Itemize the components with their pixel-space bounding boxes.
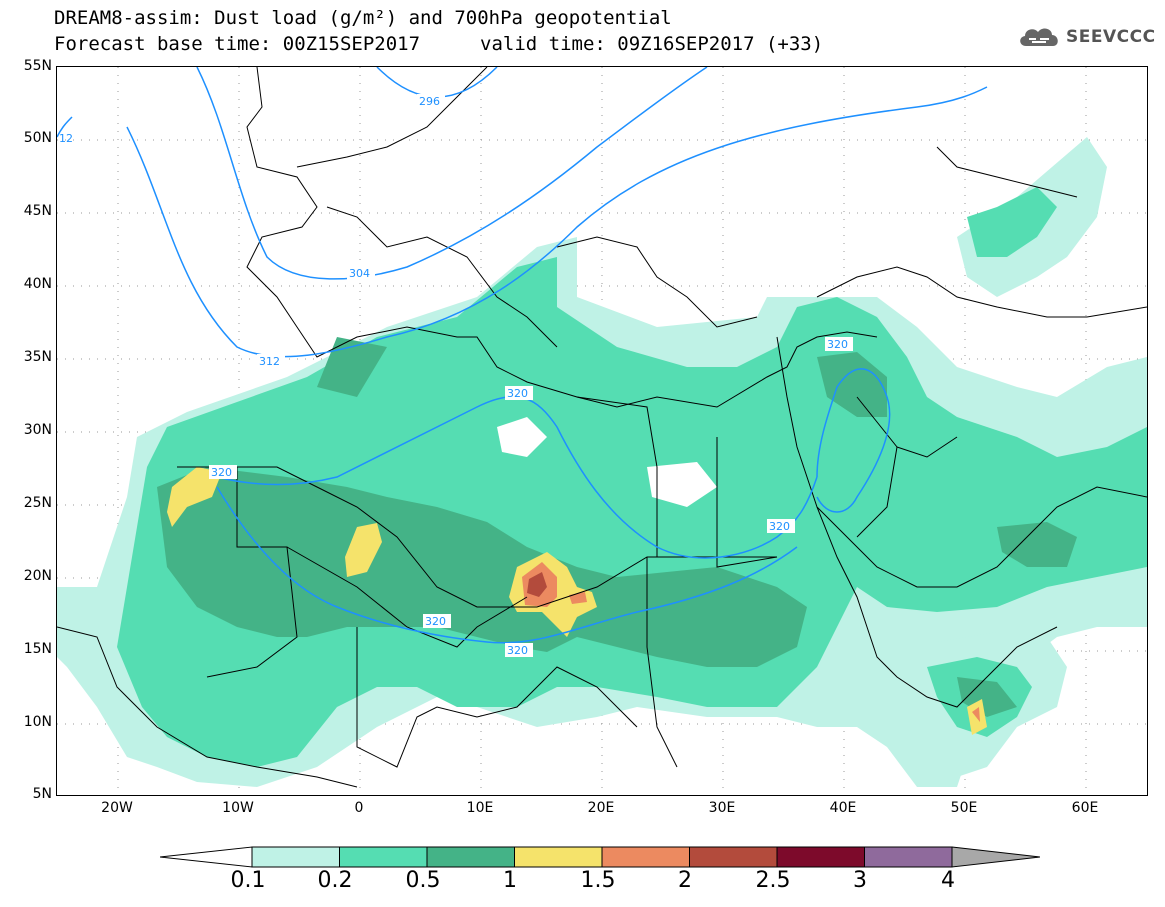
colorbar-label: 3: [853, 868, 867, 893]
map-panel: 296 304 312 320 320 320 320 320 320 12: [56, 66, 1148, 796]
valid-time: valid time: 09Z16SEP2017 (+33): [480, 33, 824, 55]
colorbar-label: 0.1: [230, 868, 266, 893]
forecast-base-time: Forecast base time: 00Z15SEP2017: [54, 33, 421, 55]
lon-label: 0: [354, 800, 364, 816]
contour-label: 296: [419, 95, 440, 108]
contour-320-south: [216, 486, 798, 644]
lat-label: 35N: [23, 349, 52, 365]
lon-label: 40E: [829, 800, 857, 816]
contour-312: [126, 86, 988, 358]
dust-map: 296 304 312 320 320 320 320 320 320 12: [57, 67, 1147, 795]
contour-320-north: [216, 395, 818, 559]
colorbar-label: 2.5: [755, 868, 791, 893]
colorbar-under-triangle: [160, 846, 253, 868]
colorbar-box: [514, 846, 603, 868]
lon-label: 60E: [1071, 800, 1099, 816]
contour-label: 320: [507, 387, 528, 400]
contour-label: 320: [827, 338, 848, 351]
colorbar-box: [864, 846, 953, 868]
lat-label: 20N: [23, 568, 52, 584]
contour-label: 320: [769, 520, 790, 533]
lat-label: 15N: [23, 641, 52, 657]
seevccc-logo: SEEVCCC: [1016, 24, 1156, 50]
colorbar-label: 0.2: [317, 868, 353, 893]
lon-label: 10E: [466, 800, 494, 816]
colorbar-box: [689, 846, 778, 868]
colorbar-label: 0.5: [405, 868, 441, 893]
contour-label: 320: [425, 615, 446, 628]
lat-label: 30N: [23, 422, 52, 438]
lon-label: 10W: [222, 800, 254, 816]
colorbar-label: 2: [678, 868, 692, 893]
lon-label: 20E: [587, 800, 615, 816]
geopotential-contours: [57, 67, 988, 644]
lat-label: 25N: [23, 495, 52, 511]
contour-296: [376, 67, 498, 98]
dust-shading-mid: [117, 187, 1147, 767]
contour-label: 304: [349, 267, 370, 280]
dust-shading-2: [527, 572, 547, 597]
lon-label: 20W: [101, 800, 133, 816]
contour-left: [57, 116, 73, 138]
colorbar-box: [339, 846, 428, 868]
colorbar-box: [776, 846, 865, 868]
lat-label: 5N: [32, 786, 52, 802]
colorbar: [160, 846, 1040, 868]
colorbar-box: [601, 846, 690, 868]
coastlines-borders: [57, 67, 1147, 788]
lat-label: 45N: [23, 203, 52, 219]
colorbar-label: 1.5: [580, 868, 616, 893]
contour-label: 320: [211, 466, 232, 479]
contour-label: 320: [507, 644, 528, 657]
logo-text: SEEVCCC: [1066, 27, 1156, 47]
lon-label: 30E: [708, 800, 736, 816]
colorbar-box: [251, 846, 340, 868]
contour-label: 312: [259, 355, 280, 368]
lon-label: 50E: [950, 800, 978, 816]
colorbar-box: [426, 846, 515, 868]
lat-label: 10N: [23, 714, 52, 730]
map-title: DREAM8-assim: Dust load (g/m²) and 700hP…: [54, 7, 672, 29]
cloud-logo-icon: [1020, 28, 1058, 46]
contour-304: [196, 67, 708, 280]
colorbar-label: 4: [941, 868, 955, 893]
lat-label: 55N: [23, 58, 52, 74]
contour-320-arabia: [816, 368, 891, 513]
lat-label: 40N: [23, 276, 52, 292]
lat-label: 50N: [23, 130, 52, 146]
colorbar-boxes: [251, 846, 953, 868]
colorbar-over-triangle: [951, 846, 1040, 868]
contour-labels: 296 304 312 320 320 320 320 320 320 12: [59, 94, 853, 657]
contour-label: 12: [59, 132, 73, 145]
colorbar-label: 1: [503, 868, 517, 893]
